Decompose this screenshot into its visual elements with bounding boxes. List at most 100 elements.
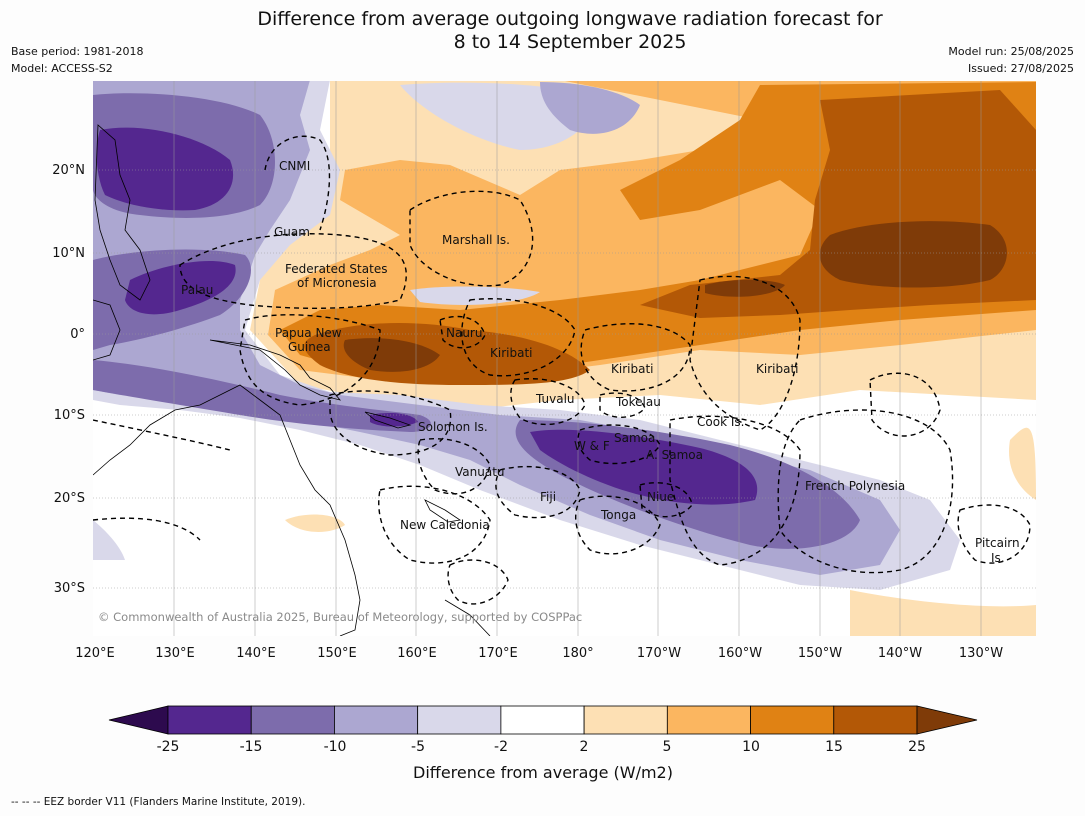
colorbar-tick: 15 bbox=[825, 739, 843, 755]
issued-date: Issued: 27/08/2025 bbox=[967, 62, 1074, 75]
meta-left: Base period: 1981-2018 Model: ACCESS-S2 bbox=[11, 43, 143, 77]
eez-kermadec bbox=[447, 559, 509, 605]
colorbar-bins bbox=[167, 705, 918, 735]
lon-tick: 140°W bbox=[878, 646, 922, 661]
label-tuvalu: Tuvalu bbox=[535, 392, 575, 406]
region-labels: CNMI Guam Marshall Is. Federated States … bbox=[181, 159, 1020, 565]
eez-pitcairn bbox=[957, 504, 1031, 564]
lat-tick: 0° bbox=[70, 327, 85, 342]
eez-cnmi bbox=[264, 135, 331, 231]
colorbar-under-arrow bbox=[108, 705, 169, 735]
lon-tick: 160°W bbox=[718, 646, 762, 661]
label-asamoa: A. Samoa bbox=[646, 448, 703, 462]
colorbar-bin bbox=[334, 705, 419, 735]
lat-tick: 20°N bbox=[52, 163, 85, 178]
anomaly-band-2-5-neg-west bbox=[93, 520, 125, 560]
model-name: Model: ACCESS-S2 bbox=[11, 62, 113, 75]
label-cook: Cook Is. bbox=[697, 415, 744, 429]
negative-anomaly-fields bbox=[93, 81, 960, 590]
colorbar-bin bbox=[583, 705, 668, 735]
eez-solomon bbox=[329, 390, 452, 456]
label-png-2: Guinea bbox=[288, 340, 331, 354]
colorbar-tick: -5 bbox=[411, 739, 425, 755]
borneo-coast bbox=[93, 299, 121, 361]
label-guam: Guam bbox=[274, 225, 310, 239]
anomaly-band-15-25 bbox=[96, 127, 234, 211]
map-panel: CNMI Guam Marshall Is. Federated States … bbox=[93, 81, 1036, 636]
colorbar-title: Difference from average (W/m2) bbox=[413, 763, 673, 782]
title-line-1: Difference from average outgoing longwav… bbox=[257, 8, 883, 30]
label-cnmi: CNMI bbox=[279, 159, 310, 173]
lon-tick: 160°E bbox=[397, 646, 437, 661]
lat-tick: 10°S bbox=[54, 408, 85, 423]
meta-right: Model run: 25/08/2025 Issued: 27/08/2025 bbox=[948, 43, 1074, 77]
label-new-caledonia: New Caledonia bbox=[400, 518, 490, 532]
lon-tick: 170°W bbox=[637, 646, 681, 661]
lon-tick: 180° bbox=[562, 646, 593, 661]
colorbar-tick: 25 bbox=[908, 739, 926, 755]
label-niue: Niue bbox=[647, 490, 674, 504]
map-title: Difference from average outgoing longwav… bbox=[0, 8, 1085, 54]
eez-nauru bbox=[439, 315, 486, 349]
label-fsm-1: Federated States bbox=[285, 262, 387, 276]
eez-new-caledonia bbox=[378, 485, 491, 564]
lon-tick: 140°E bbox=[236, 646, 276, 661]
colorbar-tick: -15 bbox=[240, 739, 263, 755]
eez-french-polynesia-north bbox=[869, 372, 941, 437]
label-pitcairn-2: Is. bbox=[991, 551, 1005, 565]
lon-tick: 170°E bbox=[478, 646, 518, 661]
colorbar-tick: 2 bbox=[580, 739, 589, 755]
colorbar-tick: -25 bbox=[157, 739, 180, 755]
anomaly-band-5-10-north bbox=[540, 82, 640, 134]
colorbar: -25 -15 -10 -5 -2 2 5 10 15 25 Differenc… bbox=[108, 705, 978, 782]
new-caledonia-coast bbox=[424, 499, 462, 523]
colorbar-bin bbox=[250, 705, 335, 735]
solomon-coast bbox=[364, 411, 412, 429]
anomaly-above-25 bbox=[819, 221, 1007, 288]
label-kiribati-2: Kiribati bbox=[611, 362, 653, 376]
label-wf: W & F bbox=[574, 439, 610, 453]
label-fiji: Fiji bbox=[540, 490, 556, 504]
label-kiribati-3: Kiribati bbox=[756, 362, 798, 376]
label-palau: Palau bbox=[181, 283, 213, 297]
graticule bbox=[93, 81, 1036, 636]
colorbar-over-arrow bbox=[916, 705, 978, 735]
eez-borders bbox=[93, 135, 1031, 605]
lat-tick: 10°N bbox=[52, 246, 85, 261]
colorbar-bin bbox=[417, 705, 502, 735]
eez-french-polynesia bbox=[777, 409, 954, 574]
eez-tuvalu bbox=[510, 378, 586, 426]
lat-axis-labels: 20°N 10°N 0° 10°S 20°S 30°S bbox=[52, 163, 85, 596]
eez-marshall bbox=[409, 190, 534, 287]
colorbar-bin bbox=[167, 705, 252, 735]
label-png-1: Papua New bbox=[275, 326, 342, 340]
base-period: Base period: 1981-2018 bbox=[11, 45, 144, 58]
model-run: Model run: 25/08/2025 bbox=[948, 45, 1074, 58]
positive-anomaly-fields bbox=[95, 81, 1036, 636]
lat-tick: 30°S bbox=[54, 581, 85, 596]
anomaly-band-2-5-south bbox=[850, 590, 1036, 636]
colorbar-bin bbox=[833, 705, 918, 735]
png-coast bbox=[209, 339, 342, 401]
label-tonga: Tonga bbox=[600, 508, 636, 522]
australia-coast bbox=[93, 384, 361, 636]
label-pitcairn-1: Pitcairn bbox=[975, 536, 1020, 550]
lon-tick: 130°W bbox=[959, 646, 1003, 661]
eez-tokelau bbox=[599, 392, 646, 418]
anomaly-band-15-25-palau bbox=[125, 260, 236, 315]
colorbar-tick: 5 bbox=[663, 739, 672, 755]
lon-tick: 150°E bbox=[317, 646, 357, 661]
lon-tick: 120°E bbox=[75, 646, 115, 661]
eez-png bbox=[239, 314, 381, 406]
coastlines bbox=[93, 124, 491, 636]
eez-vanuatu bbox=[417, 438, 491, 495]
lon-tick: 130°E bbox=[155, 646, 195, 661]
title-line-2: 8 to 14 September 2025 bbox=[453, 31, 687, 53]
eez-fiji bbox=[495, 465, 581, 519]
eez-niue bbox=[639, 482, 693, 518]
anomaly-band-15-25-samoa bbox=[530, 429, 758, 505]
anomaly-band-10-15-coral bbox=[93, 360, 431, 432]
eez-cook bbox=[669, 415, 801, 566]
eez-footnote: -- -- -- EEZ border V11 (Flanders Marine… bbox=[11, 796, 306, 808]
label-fsm-2: of Micronesia bbox=[297, 276, 377, 290]
